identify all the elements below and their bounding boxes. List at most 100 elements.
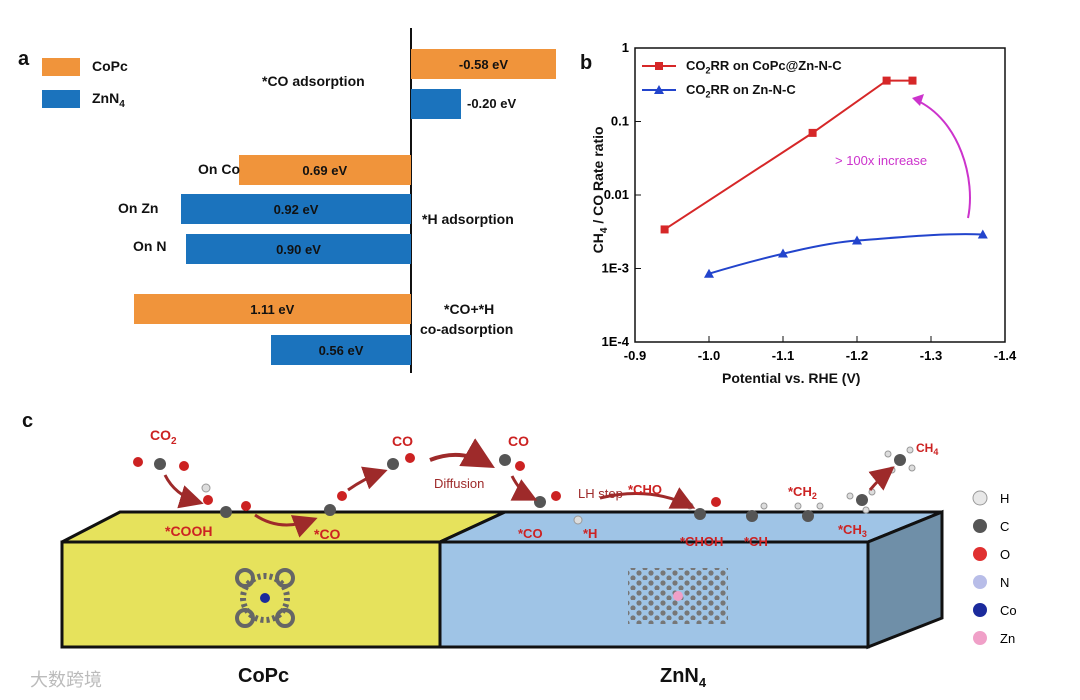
site-label-n: On N <box>133 238 167 254</box>
bar-znn4-1: 0.92 eV <box>181 194 411 224</box>
group-label-h-adsorption: *H adsorption <box>422 211 514 227</box>
zero-axis-line <box>410 28 412 373</box>
block-label-copc: CoPc <box>238 665 289 687</box>
annotation-arrow <box>915 99 971 219</box>
copc-molecule-icon <box>235 568 295 628</box>
y-tick-label: 1 <box>622 40 629 55</box>
cooh-molecule <box>201 483 251 518</box>
bar-copc-0: -0.58 eV <box>411 49 556 79</box>
label-ch4: CH4 <box>916 441 938 457</box>
y-tick-label: 0.01 <box>604 187 629 202</box>
panel-b-letter: b <box>580 52 593 74</box>
bar-label-copc-0: -0.58 eV <box>458 56 509 72</box>
legend-b-copc-zn: CO2RR on CoPc@Zn-N-C <box>686 58 842 76</box>
series-1-point <box>977 229 988 239</box>
group-label-co-adsorption: *CO adsorption <box>262 73 365 89</box>
y-tick-label: 0.1 <box>611 114 629 129</box>
ch4-molecule <box>884 446 916 474</box>
label-ch3: *CH3 <box>838 522 867 539</box>
series-line-0 <box>664 79 913 231</box>
label-ch2: *CH2 <box>788 484 817 501</box>
block-label-znn4: ZnN4 <box>660 665 707 690</box>
atom-legend-co: Co <box>1000 603 1017 618</box>
atom-legend-c: C <box>1000 519 1009 534</box>
label-diffusion: Diffusion <box>434 476 484 491</box>
legend-swatch-copc <box>42 58 80 76</box>
series-line-1 <box>708 233 983 275</box>
ch3-molecule <box>846 488 876 514</box>
arrow-ch3-to-ch4 <box>868 466 895 491</box>
bar-znn4-3: 0.56 eV <box>271 335 411 365</box>
label-co-b: *CO <box>518 526 543 541</box>
copc-block <box>60 510 506 649</box>
legend-label-copc: CoPc <box>92 58 128 74</box>
series-1-point <box>778 248 788 258</box>
label-lh-step: LH step <box>578 486 623 501</box>
series-0-point <box>808 128 817 137</box>
group-label-coh-line2: co-adsorption <box>420 321 514 337</box>
legend-marker-0 <box>655 62 663 70</box>
arrow-co-desorb <box>347 466 388 492</box>
watermark-text: 大数跨境 <box>30 670 102 690</box>
co-gas-1 <box>387 453 415 470</box>
arrow-cooh-to-co <box>254 513 318 538</box>
arrow-co2-to-cooh <box>163 474 204 509</box>
bar-label-znn4-3: 0.56 eV <box>318 342 364 358</box>
bar-copc-1: 0.69 eV <box>238 155 411 185</box>
znn4-lattice-icon <box>628 568 728 624</box>
label-h: *H <box>583 526 597 541</box>
bar-label-znn4-2: 0.90 eV <box>276 241 321 257</box>
y-tick-label: 1E-3 <box>602 261 629 276</box>
ch2-molecule <box>794 502 824 522</box>
site-label-zn: On Zn <box>118 200 159 216</box>
label-co2: CO2 <box>150 427 177 447</box>
label-co-gas1: CO <box>392 433 413 449</box>
bar-znn4-2: 0.90 eV <box>186 234 411 264</box>
panel-c-letter: c <box>22 410 34 432</box>
series-0-point <box>908 76 917 85</box>
site-label-co: On Co <box>198 161 240 177</box>
co-gas-2 <box>499 454 525 471</box>
x-tick-label: -1.0 <box>698 348 720 363</box>
legend-marker-1 <box>654 85 664 94</box>
x-tick-label: -1.2 <box>846 348 868 363</box>
label-cho: *CHO <box>628 482 662 497</box>
co2-molecule <box>133 457 189 471</box>
label-cooh: *COOH <box>165 523 212 539</box>
series-0-point <box>882 76 891 85</box>
legend-swatch-znn4 <box>42 90 80 108</box>
bar-znn4-0 <box>411 89 461 119</box>
line-chart-b: -0.9 -1.0 -1.1 -1.2 -1.3 -1.4 1E-4 1E-3 0.01 0.1 1 <box>602 40 1017 363</box>
bar-label-znn4-1: 0.92 eV <box>273 201 319 217</box>
atom-legend-n: N <box>1000 575 1009 590</box>
atom-legend-zn: Zn <box>1000 631 1015 646</box>
co-adsorbed-a <box>324 491 347 516</box>
bar-label-copc-2: 1.11 eV <box>250 301 295 317</box>
bar-label-znn4-0: -0.20 eV <box>467 96 517 111</box>
arrow-lh-step <box>599 487 696 509</box>
atom-legend-h: H <box>1000 491 1009 506</box>
atom-legend: H C O N Co Zn <box>972 490 1017 646</box>
co-adsorbed-b <box>534 491 561 508</box>
bar-copc-2: 1.11 eV <box>133 294 411 324</box>
group-label-coh-line1: *CO+*H <box>444 301 495 317</box>
x-tick-label: -1.3 <box>920 348 942 363</box>
x-tick-label: -0.9 <box>624 348 646 363</box>
ch-molecule <box>746 502 768 522</box>
y-tick-label: 1E-4 <box>602 334 630 349</box>
h-adsorbed <box>573 515 583 525</box>
label-co-gas2: CO <box>508 433 529 449</box>
label-co-a: *CO <box>314 526 341 542</box>
arrow-co-readsorb <box>510 475 538 501</box>
atom-legend-o: O <box>1000 547 1010 562</box>
x-tick-label: -1.1 <box>772 348 794 363</box>
legend-b-zn: CO2RR on Zn-N-C <box>686 82 796 100</box>
y-axis-label-b: CH4 / CO Rate ratio <box>590 126 610 254</box>
reaction-scheme: CO2 *COOH *CO CO Diffusion CO *CO *H LH … <box>30 427 1017 690</box>
series-1-point <box>852 235 862 245</box>
x-axis-label-b: Potential vs. RHE (V) <box>722 370 861 386</box>
label-choh: *CHOH <box>680 534 723 549</box>
annotation-100x: > 100x increase <box>835 153 928 168</box>
bar-label-copc-1: 0.69 eV <box>302 162 348 178</box>
panel-a-letter: a <box>18 48 30 70</box>
